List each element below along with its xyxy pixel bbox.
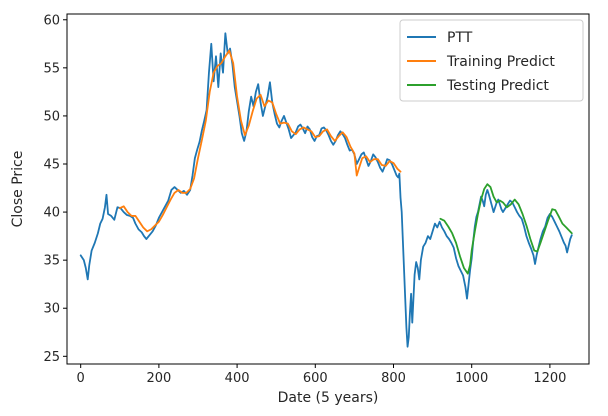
x-tick-label: 200 — [146, 371, 171, 386]
legend: PTT Training Predict Testing Predict — [399, 19, 584, 102]
y-tick-label: 45 — [43, 158, 60, 173]
axes-frame — [66, 13, 590, 365]
y-tick-label: 30 — [43, 302, 60, 317]
series-line-training-predict — [118, 49, 402, 233]
x-tick-label: 800 — [381, 371, 406, 386]
x-tick-label: 400 — [225, 371, 250, 386]
y-tick-label: 55 — [43, 61, 60, 76]
y-tick-label: 35 — [43, 254, 60, 269]
series-layer — [79, 32, 573, 348]
x-tick-label: 600 — [303, 371, 328, 386]
x-tick-label: 1000 — [455, 371, 488, 386]
x-tick-label: 0 — [77, 371, 85, 386]
x-axis-label: Date (5 years) — [278, 390, 379, 406]
legend-box — [399, 19, 584, 102]
series-line-ptt — [79, 32, 573, 348]
legend-label: Testing Predict — [446, 78, 549, 94]
y-axis-label: Close Price — [10, 151, 26, 228]
legend-label: PTT — [447, 30, 473, 46]
plot-area: 0 200 400 600 800 1000 1200 25 30 35 40 45 50 55 60 — [43, 13, 590, 386]
y-tick-label: 25 — [43, 350, 60, 365]
legend-label: Training Predict — [446, 54, 555, 70]
series-line-testing-predict — [439, 183, 573, 275]
y-tick-label: 50 — [43, 109, 60, 124]
x-ticks: 0 200 400 600 800 1000 1200 — [77, 364, 566, 386]
y-tick-label: 40 — [43, 206, 60, 221]
x-tick-label: 1200 — [533, 371, 566, 386]
y-ticks: 25 30 35 40 45 50 55 60 — [43, 13, 67, 365]
y-tick-label: 60 — [43, 13, 60, 28]
